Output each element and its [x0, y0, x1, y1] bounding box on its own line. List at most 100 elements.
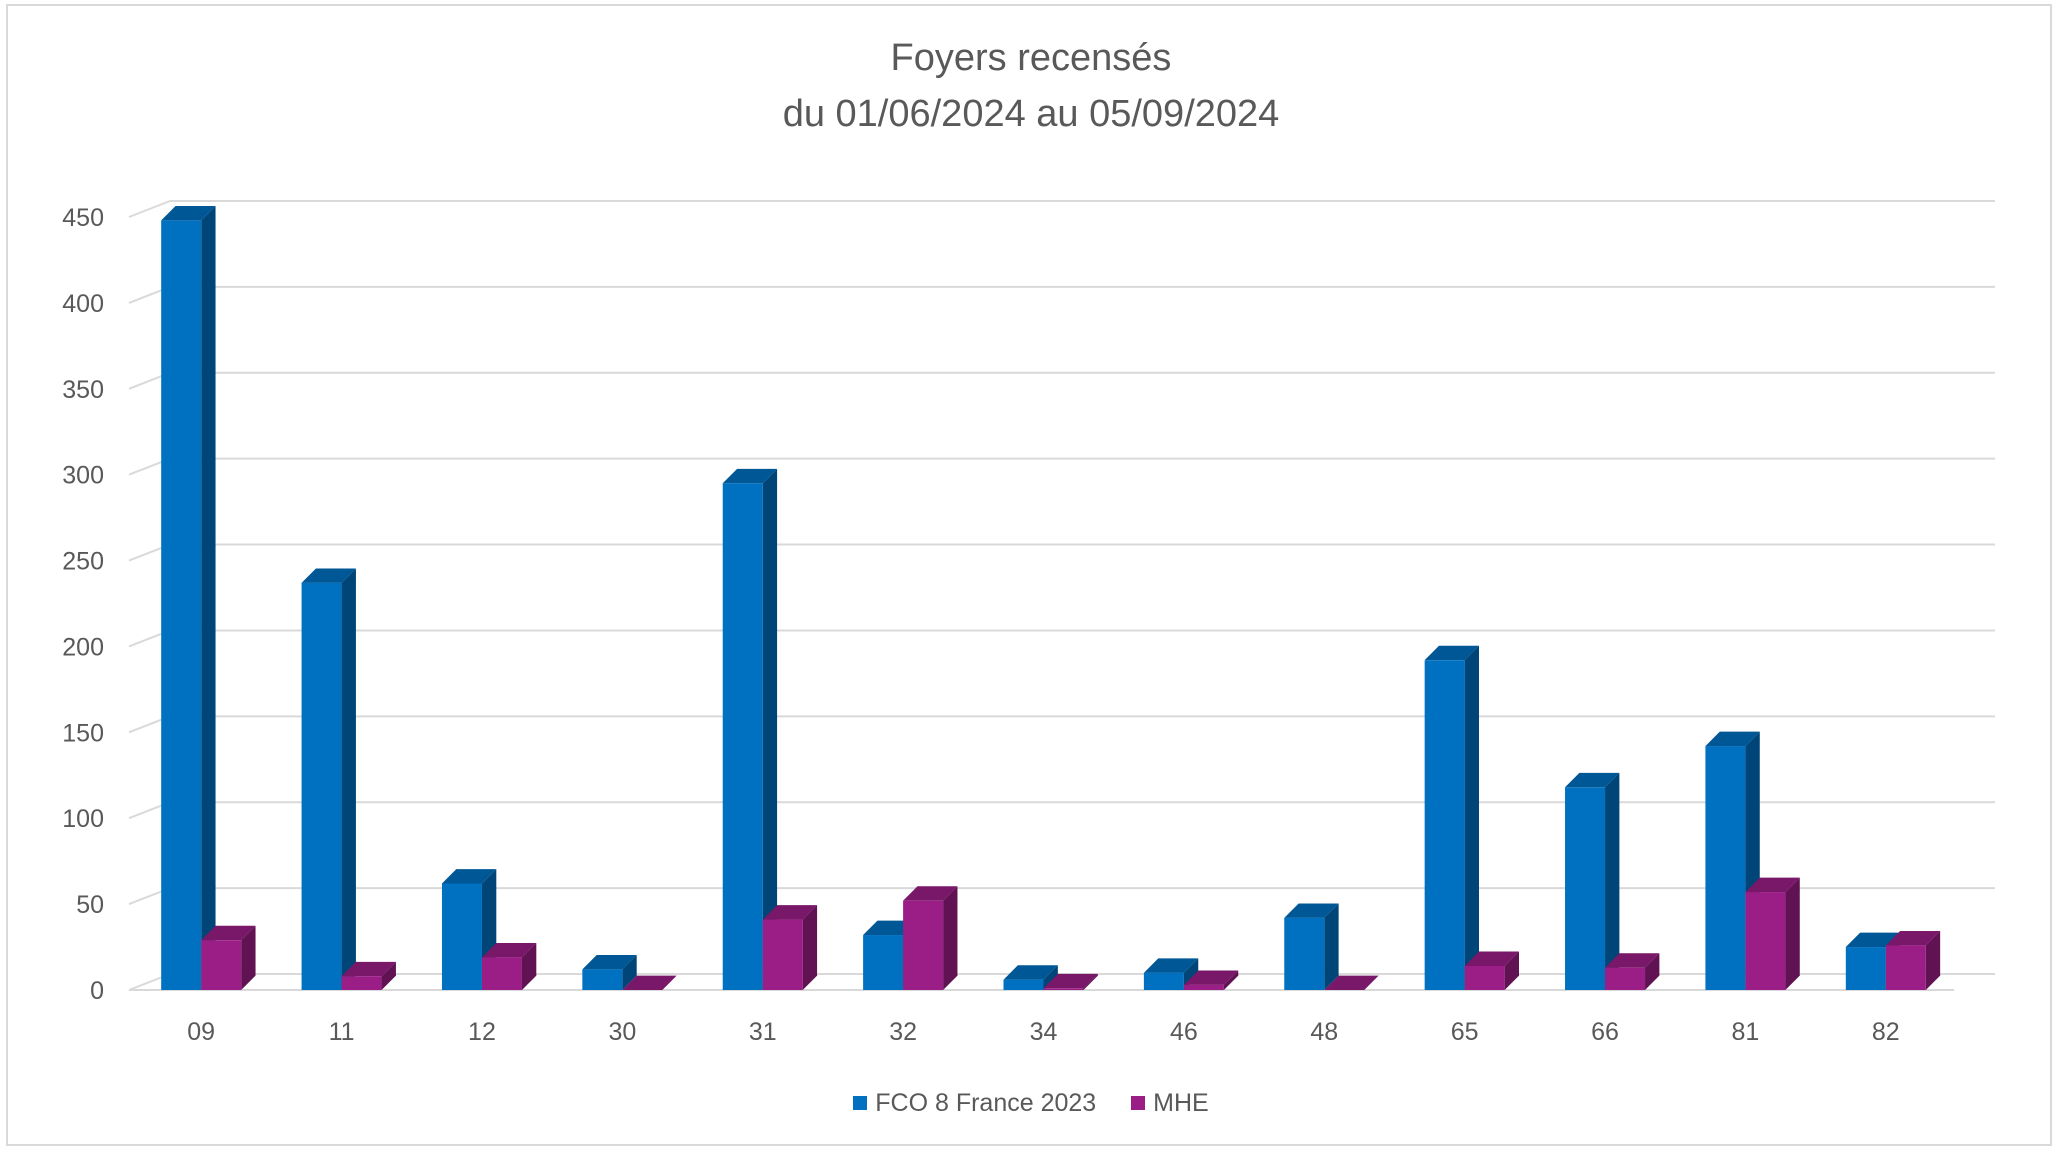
bar-top: [301, 568, 356, 583]
gridline-side: [128, 200, 171, 218]
bar-top: [161, 206, 216, 221]
bar-side: [1925, 930, 1941, 990]
bar-mhe-09: [201, 925, 256, 990]
bar-top: [1043, 973, 1098, 989]
bar-top: [1284, 903, 1339, 918]
bar-front: [1885, 945, 1926, 990]
bar-side: [802, 905, 818, 990]
legend: FCO 8 France 2023 MHE: [0, 1086, 2062, 1120]
bar-top: [1605, 953, 1660, 968]
bar-mhe-66: [1605, 953, 1660, 990]
bar-mhe-11: [341, 961, 396, 990]
x-tick-label: 12: [468, 1018, 496, 1046]
bar-front: [762, 919, 803, 990]
bar-front: [1143, 972, 1184, 990]
bar-side: [1464, 645, 1480, 990]
bar-front: [1745, 892, 1786, 990]
bar-mhe-48: [1324, 975, 1379, 990]
bar-side: [521, 942, 537, 990]
bar-mhe-81: [1745, 877, 1800, 990]
y-tick-label: 50: [76, 891, 104, 919]
bar-top: [1845, 932, 1901, 948]
bar-mhe-32: [903, 886, 958, 990]
bar-front: [301, 582, 342, 990]
bar-front: [161, 220, 202, 991]
x-tick-label: 82: [1872, 1018, 1900, 1046]
x-tick-label: 11: [329, 1018, 355, 1046]
bar-side: [622, 954, 637, 990]
x-axis-labels: 09 11 12 30 31 32 34 46 48 65 66 81 82: [187, 1018, 1899, 1046]
y-tick-label: 450: [62, 204, 104, 232]
bar-side: [201, 206, 216, 991]
y-axis-labels: 0 50 100 150 200 250 300 350 400 450: [62, 204, 104, 1005]
bar-top: [201, 925, 256, 941]
x-tick-label: 66: [1591, 1018, 1619, 1046]
bar-top: [441, 869, 497, 884]
x-tick-label: 31: [749, 1018, 777, 1046]
bar-front: [582, 969, 623, 990]
bar-side: [1324, 903, 1339, 990]
bar-front: [1284, 917, 1325, 990]
bar-top: [903, 886, 958, 901]
bar-front: [1003, 979, 1044, 990]
bar-side: [1605, 772, 1620, 990]
chart-title: Foyers recensés du 01/06/2024 au 05/09/2…: [0, 30, 2062, 142]
bar-top: [1464, 951, 1520, 966]
x-tick-label: 09: [187, 1018, 215, 1046]
bar-top: [622, 975, 677, 990]
y-tick-label: 200: [62, 633, 104, 661]
bar-fco8-48: [1284, 903, 1339, 990]
bar-mhe-34: [1043, 973, 1098, 990]
x-tick-label: 32: [889, 1018, 917, 1046]
legend-label-mhe: MHE: [1153, 1089, 1209, 1117]
y-tick-label: 250: [62, 548, 104, 576]
bar-mhe-46: [1183, 970, 1239, 990]
bar-mhe-65: [1464, 951, 1520, 990]
y-tick-label: 400: [62, 290, 104, 318]
bar-top: [1003, 965, 1058, 980]
legend-swatch-mhe: [1131, 1096, 1146, 1110]
legend-item-fco8[interactable]: FCO 8 France 2023: [853, 1086, 1096, 1120]
bar-top: [1565, 772, 1620, 788]
bar-top: [1324, 975, 1379, 990]
bar-top: [1745, 877, 1800, 893]
x-tick-label: 34: [1030, 1018, 1058, 1046]
bar-side: [1083, 973, 1098, 990]
bar-fco8-11: [301, 568, 356, 990]
bar-front: [722, 483, 763, 990]
bar-front: [1464, 965, 1505, 990]
bar-side: [241, 925, 256, 990]
bar-side: [341, 568, 356, 990]
bar-front: [441, 883, 482, 990]
bar-mhe-12: [481, 942, 537, 990]
y-tick-label: 100: [62, 805, 104, 833]
legend-swatch-fco8: [853, 1096, 868, 1110]
bar-top: [762, 905, 818, 920]
legend-item-mhe[interactable]: MHE: [1131, 1086, 1209, 1120]
y-tick-label: 350: [62, 376, 104, 404]
bar-front: [1705, 746, 1746, 990]
bar-side: [1504, 951, 1520, 990]
bars: [161, 206, 1941, 991]
bar-fco8-65: [1424, 645, 1480, 990]
bar-fco8-09: [161, 206, 216, 991]
y-tick-label: 0: [90, 977, 104, 1005]
bar-top: [1143, 958, 1199, 973]
bar-front: [863, 935, 904, 990]
bar-top: [1183, 970, 1239, 985]
bar-mhe-31: [762, 905, 818, 990]
chart-subtitle-line: du 01/06/2024 au 05/09/2024: [782, 93, 1280, 135]
bar-side: [1043, 965, 1058, 990]
bar-front: [201, 940, 242, 990]
y-tick-label: 150: [62, 719, 104, 747]
x-tick-label: 46: [1170, 1018, 1198, 1046]
bar-front: [1845, 947, 1886, 990]
x-tick-label: 30: [608, 1018, 636, 1046]
bar-fco8-66: [1565, 772, 1620, 990]
bar-top: [1885, 930, 1941, 946]
bar-front: [1424, 660, 1465, 990]
bar-fco8-31: [722, 468, 778, 990]
bar-side: [1645, 953, 1660, 990]
bar-front: [1565, 787, 1606, 990]
